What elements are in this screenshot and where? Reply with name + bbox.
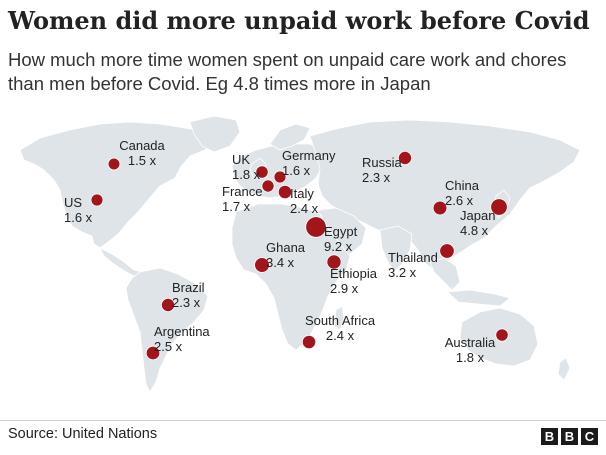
label-us: US 1.6 x: [64, 195, 92, 225]
label-south-africa-value: 2.4 x: [325, 328, 355, 343]
land-south-america: [125, 267, 209, 393]
land-greenland: [189, 115, 241, 153]
label-egypt: Egypt 9.2 x: [324, 224, 357, 254]
footer-divider: [0, 420, 606, 421]
bbc-logo-letter: B: [541, 428, 558, 445]
label-china-name: China: [445, 178, 479, 193]
label-germany: Germany 1.6 x: [282, 148, 335, 178]
land-scandinavia: [269, 123, 311, 151]
bbc-logo-letter: C: [581, 428, 598, 445]
label-russia-name: Russia: [362, 155, 402, 170]
label-thailand-name: Thailand: [388, 250, 438, 265]
label-germany-name: Germany: [282, 148, 336, 163]
land-masses: [19, 115, 581, 393]
marker-italy: [277, 184, 293, 200]
label-ethiopia: Ethiopia 2.9 x: [330, 266, 377, 296]
label-thailand-value: 3.2 x: [388, 265, 417, 280]
marker-argentina: [145, 345, 161, 361]
bbc-logo-letter: B: [561, 428, 578, 445]
label-us-name: US: [64, 195, 83, 210]
land-new-zealand: [557, 357, 571, 381]
label-brazil-name: Brazil: [172, 280, 205, 295]
label-ghana: Ghana 3.4 x: [266, 240, 305, 270]
label-italy-name: Italy: [290, 186, 314, 201]
land-se-asia: [429, 257, 461, 291]
label-brazil: Brazil 2.3 x: [172, 280, 205, 310]
label-russia: Russia 2.3 x: [362, 155, 402, 185]
marker-ethiopia: [326, 254, 342, 270]
label-canada-name: Canada: [119, 138, 165, 153]
label-russia-value: 2.3 x: [362, 170, 391, 185]
label-italy-value: 2.4 x: [290, 201, 319, 216]
label-egypt-name: Egypt: [324, 224, 358, 239]
label-japan-name: Japan: [460, 208, 496, 223]
label-uk: UK 1.8 x: [232, 152, 260, 182]
world-map: [19, 115, 581, 393]
label-canada: Canada 1.5 x: [119, 138, 165, 168]
label-ghana-name: Ghana: [266, 240, 306, 255]
marker-japan: [490, 198, 508, 216]
country-markers: [90, 150, 509, 361]
map-title: Women did more unpaid work before Covid: [8, 6, 590, 35]
label-china-value: 2.6 x: [445, 193, 474, 208]
label-south-africa: South Africa 2.4 x: [305, 313, 375, 343]
map-subtitle: How much more time women spent on unpaid…: [8, 49, 567, 94]
label-italy: Italy 2.4 x: [290, 186, 318, 216]
label-us-value: 1.6 x: [64, 210, 93, 225]
marker-canada: [107, 157, 121, 171]
label-japan: Japan 4.8 x: [460, 208, 495, 238]
land-indonesia: [447, 289, 511, 307]
label-brazil-value: 2.3 x: [172, 295, 201, 310]
label-ghana-value: 3.4 x: [266, 255, 295, 270]
marker-china: [432, 200, 448, 216]
marker-uk: [255, 165, 269, 179]
label-argentina-value: 2.5 x: [154, 339, 183, 354]
marker-brazil: [160, 297, 175, 312]
label-egypt-value: 9.2 x: [324, 239, 353, 254]
marker-south-africa: [301, 334, 317, 350]
marker-russia: [397, 150, 412, 165]
marker-france: [261, 179, 275, 193]
label-germany-value: 1.6 x: [282, 163, 311, 178]
marker-us: [90, 193, 104, 207]
label-uk-name: UK: [232, 152, 251, 167]
marker-thailand: [439, 243, 455, 259]
bbc-logo: B B C: [541, 428, 598, 445]
marker-australia: [495, 328, 509, 342]
label-ethiopia-value: 2.9 x: [330, 281, 359, 296]
label-thailand: Thailand 3.2 x: [388, 250, 438, 280]
marker-germany: [273, 170, 287, 184]
label-france: France 1.7 x: [222, 184, 262, 214]
label-china: China 2.6 x: [445, 178, 479, 208]
land-central-america: [99, 247, 143, 279]
label-ethiopia-name: Ethiopia: [330, 266, 377, 281]
label-argentina-name: Argentina: [154, 324, 210, 339]
land-madagascar: [333, 305, 345, 331]
label-canada-value: 1.5 x: [127, 153, 157, 168]
label-france-value: 1.7 x: [222, 199, 251, 214]
marker-ghana: [254, 257, 270, 273]
land-north-america: [19, 121, 216, 249]
label-australia-value: 1.8 x: [455, 350, 485, 365]
source-note: Source: United Nations: [8, 426, 158, 442]
label-japan-value: 4.8 x: [460, 223, 489, 238]
label-france-name: France: [222, 184, 263, 199]
label-australia-name: Australia: [444, 335, 496, 350]
label-south-africa-name: South Africa: [304, 313, 376, 328]
label-australia: Australia 1.8 x: [445, 335, 496, 365]
marker-egypt: [305, 216, 327, 238]
label-argentina: Argentina 2.5 x: [154, 324, 210, 354]
land-india: [379, 225, 413, 273]
label-uk-value: 1.8 x: [232, 167, 261, 182]
